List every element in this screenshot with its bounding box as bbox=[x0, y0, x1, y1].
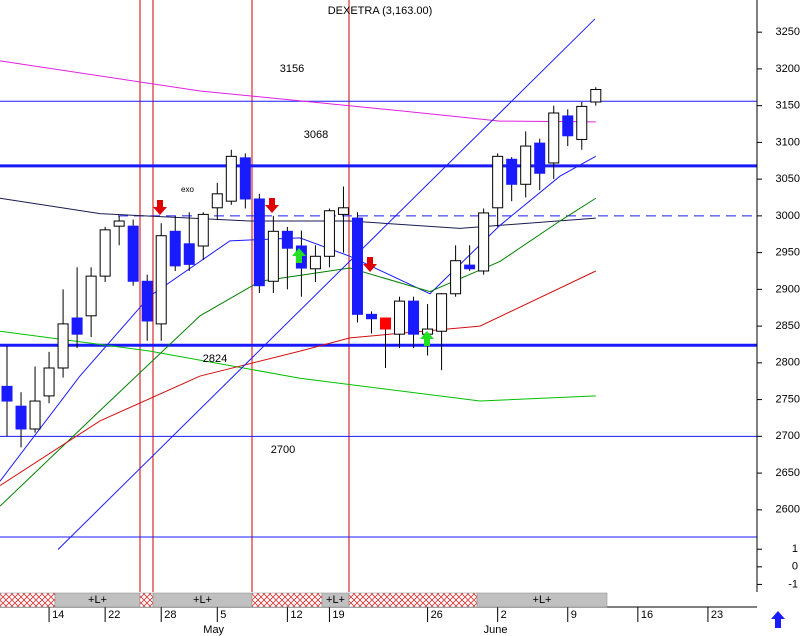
candle-body bbox=[239, 157, 251, 200]
candle-body bbox=[141, 280, 153, 322]
x-tick-label: 2 bbox=[501, 609, 507, 621]
overlay-line bbox=[0, 330, 596, 402]
y-tick-label: 2900 bbox=[776, 283, 800, 295]
candle-body bbox=[562, 115, 574, 137]
candle-body bbox=[281, 230, 293, 249]
candle-body bbox=[253, 198, 265, 287]
overlay-line bbox=[0, 197, 597, 507]
candle-body bbox=[323, 210, 335, 257]
scroll-up-button[interactable] bbox=[771, 611, 785, 628]
candle-body bbox=[155, 235, 167, 325]
signal-arrows bbox=[153, 198, 434, 346]
candle-body bbox=[71, 317, 83, 335]
candle-body bbox=[534, 142, 546, 174]
candle-body bbox=[225, 155, 237, 202]
plot-area bbox=[0, 0, 757, 592]
level-label: 2824 bbox=[203, 353, 227, 365]
x-tick-label: 23 bbox=[711, 609, 723, 621]
candle-body bbox=[197, 213, 209, 247]
candle-body bbox=[380, 317, 392, 330]
candle-body bbox=[436, 293, 448, 332]
y-tick-label: 2750 bbox=[776, 393, 800, 405]
y2-tick-label: 0 bbox=[792, 561, 798, 573]
month-label: May bbox=[203, 624, 224, 636]
candle-body bbox=[29, 400, 41, 430]
data-layer bbox=[0, 18, 757, 550]
x-tick-label: 5 bbox=[220, 609, 226, 621]
strip-segment bbox=[476, 592, 608, 608]
strip-label: +L+ bbox=[533, 594, 552, 606]
candle-body bbox=[548, 112, 560, 164]
strip-label: +L+ bbox=[88, 594, 107, 606]
candle-body bbox=[464, 264, 476, 270]
candle-body bbox=[127, 225, 139, 282]
strip-label: +L+ bbox=[326, 594, 345, 606]
candle-body bbox=[99, 229, 111, 277]
y-tick-label: 3000 bbox=[776, 210, 800, 222]
overlay-line bbox=[0, 270, 597, 486]
candle-body bbox=[351, 217, 363, 315]
overlay-line bbox=[0, 60, 596, 123]
strip-hatched bbox=[251, 592, 323, 608]
x-tick-label: 26 bbox=[431, 609, 443, 621]
level-label: 3068 bbox=[304, 129, 328, 141]
candle-body bbox=[365, 313, 377, 320]
overlay-line bbox=[57, 18, 596, 550]
y-tick-label: 3250 bbox=[776, 26, 800, 38]
y-tick-label: 2850 bbox=[776, 320, 800, 332]
candle-body bbox=[169, 230, 181, 267]
y-tick-label: 3150 bbox=[776, 100, 800, 112]
level-label: 3156 bbox=[280, 63, 304, 75]
y-tick-label: 3050 bbox=[776, 173, 800, 185]
strip-label: +L+ bbox=[193, 594, 212, 606]
y-tick-label: 2600 bbox=[776, 504, 800, 516]
x-tick-label: 9 bbox=[571, 609, 577, 621]
month-label: June bbox=[484, 624, 508, 636]
y-tick-label: 2800 bbox=[776, 357, 800, 369]
marker-text: exo bbox=[181, 185, 194, 194]
candle-body bbox=[506, 158, 518, 185]
candle-body bbox=[15, 405, 27, 430]
candle-body bbox=[394, 300, 406, 335]
strip-hatched bbox=[0, 592, 56, 608]
candle-body bbox=[309, 255, 321, 270]
y-tick-label: 3100 bbox=[776, 136, 800, 148]
candle-body bbox=[183, 243, 195, 265]
candle-body bbox=[520, 145, 532, 185]
x-tick-label: 12 bbox=[290, 609, 302, 621]
candle-body bbox=[113, 220, 125, 227]
y-tick-label: 2650 bbox=[776, 467, 800, 479]
candle-body bbox=[478, 212, 490, 272]
y2-tick-label: -1 bbox=[788, 578, 798, 590]
chart-title: DEXETRA (3,163.00) bbox=[328, 5, 433, 17]
candle-body bbox=[267, 230, 279, 282]
candle-body bbox=[576, 105, 588, 140]
x-tick-label: 16 bbox=[641, 609, 653, 621]
candle-body bbox=[408, 300, 420, 335]
x-tick-label: 22 bbox=[108, 609, 120, 621]
x-tick-label: 28 bbox=[164, 609, 176, 621]
candle-body bbox=[85, 275, 97, 317]
level-label: 2700 bbox=[271, 444, 295, 456]
candle-body bbox=[211, 193, 223, 209]
candle-body bbox=[450, 260, 462, 295]
y-tick-label: 2950 bbox=[776, 247, 800, 259]
event-lines bbox=[139, 0, 350, 592]
candle-body bbox=[492, 155, 504, 209]
candle-body bbox=[590, 88, 602, 103]
y-tick-label: 2700 bbox=[776, 430, 800, 442]
strip-hatched bbox=[139, 592, 154, 608]
y2-tick-label: 1 bbox=[792, 543, 798, 555]
strip-hatched bbox=[348, 592, 478, 608]
candle-body bbox=[57, 323, 69, 369]
x-tick-label: 14 bbox=[52, 609, 64, 621]
candle-body bbox=[43, 367, 55, 397]
y-tick-label: 3200 bbox=[776, 63, 800, 75]
x-tick-label: 19 bbox=[332, 609, 344, 621]
candle-body bbox=[337, 207, 349, 215]
candle-body bbox=[1, 385, 13, 402]
